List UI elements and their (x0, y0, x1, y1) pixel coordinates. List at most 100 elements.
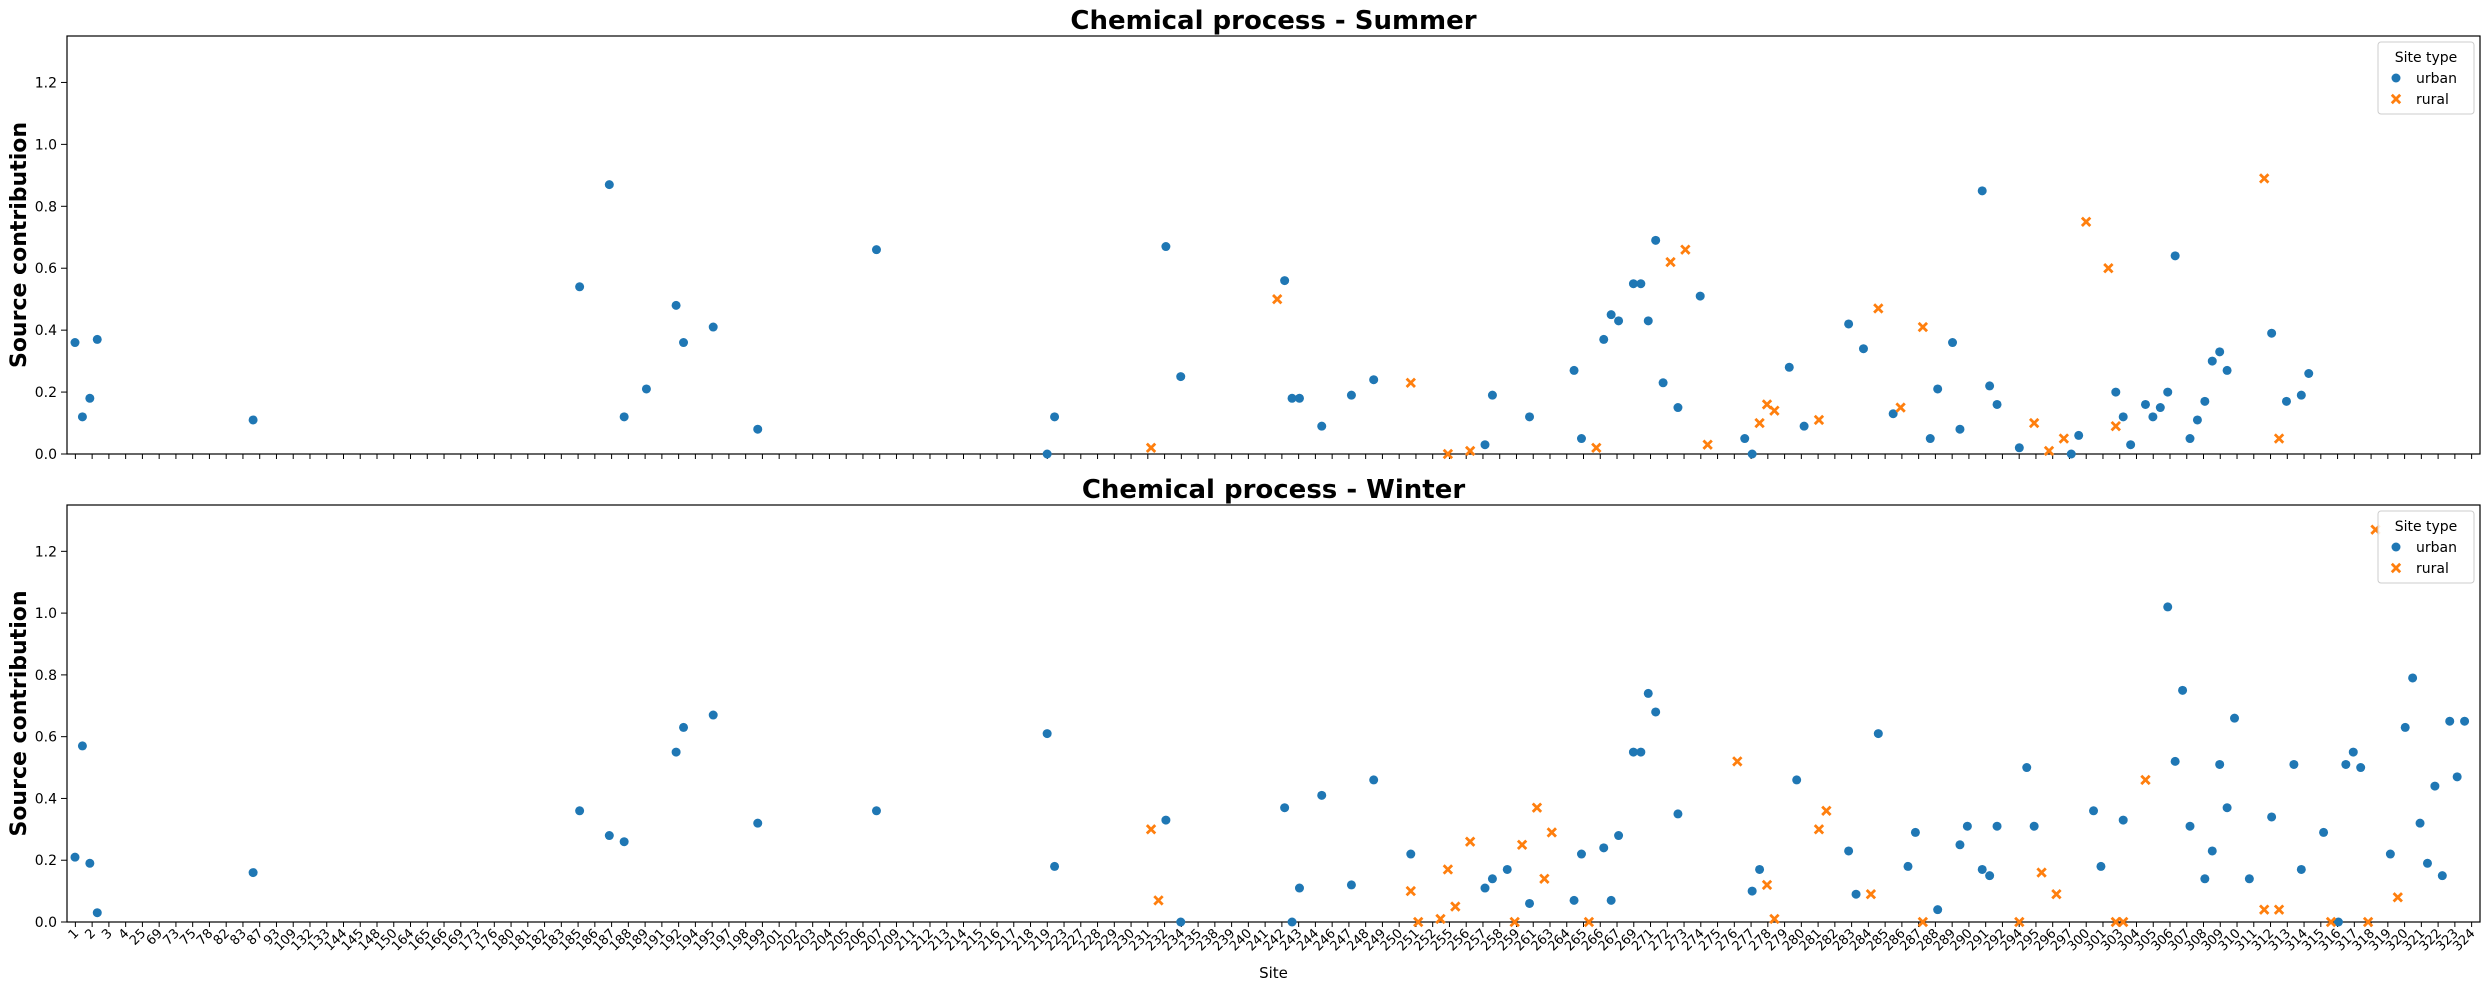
legend-marker-rural (2390, 562, 2402, 574)
rural-point (1873, 303, 1884, 314)
urban-point (1317, 421, 1327, 431)
urban-point (2319, 827, 2329, 837)
y-tick-label: 0.6 (35, 261, 57, 277)
urban-point (619, 837, 629, 847)
urban-point (1525, 412, 1535, 422)
urban-point (2422, 858, 2432, 868)
x-tick-label: 2 (83, 926, 99, 942)
urban-point (1614, 831, 1624, 841)
rural-point (1531, 802, 1543, 813)
urban-point (2296, 390, 2306, 400)
rural-point (2036, 867, 2047, 878)
urban-point (1851, 889, 1861, 899)
urban-point (2029, 821, 2039, 831)
rural-point (1769, 405, 1780, 416)
urban-point (2118, 815, 2128, 825)
rural-point (1813, 824, 1825, 835)
urban-point (77, 412, 87, 422)
urban-point (2230, 713, 2240, 723)
urban-point (708, 322, 718, 332)
urban-point (1176, 917, 1186, 927)
rural-point (1539, 873, 1550, 884)
urban-point (1962, 821, 1972, 831)
urban-point (2200, 396, 2210, 406)
urban-point (1287, 917, 1297, 927)
urban-point (575, 806, 585, 816)
urban-point (1747, 449, 1757, 459)
urban-point (1925, 434, 1935, 444)
y-tick-label: 0.0 (35, 915, 57, 931)
urban-point (2140, 399, 2150, 409)
rural-point (1591, 442, 1602, 453)
rural-point (2259, 904, 2270, 915)
urban-point (1948, 338, 1958, 348)
y-tick-label: 1.0 (35, 606, 57, 622)
urban-point (2215, 759, 2225, 769)
urban-point (1614, 316, 1624, 326)
urban-point (1042, 449, 1052, 459)
urban-point (70, 338, 80, 348)
urban-point (2074, 430, 2084, 440)
y-tick-label: 1.0 (35, 137, 57, 153)
urban-point (1977, 186, 1987, 196)
urban-point (1317, 790, 1327, 800)
urban-point (2304, 368, 2314, 378)
urban-point (1858, 344, 1868, 354)
urban-point (1799, 421, 1809, 431)
urban-point (1673, 403, 1683, 413)
urban-point (2281, 396, 2291, 406)
legend-marker-urban (2391, 542, 2401, 552)
plot-frame (66, 35, 2481, 455)
urban-point (1747, 886, 1757, 896)
urban-point (1643, 688, 1653, 698)
urban-point (1569, 365, 1579, 375)
rural-point (1665, 256, 1676, 268)
rural-point (1145, 442, 1157, 453)
rural-point (1680, 244, 1691, 255)
y-tick-label: 0.0 (35, 447, 57, 463)
rural-point (1435, 913, 1446, 925)
urban-point (248, 415, 258, 425)
urban-point (1844, 319, 1854, 329)
urban-point (1628, 747, 1638, 757)
urban-point (2267, 328, 2277, 338)
urban-point (1933, 905, 1943, 915)
rural-point (1153, 895, 1164, 906)
rural-point (1442, 864, 1454, 875)
urban-point (2289, 759, 2299, 769)
urban-point (753, 424, 763, 434)
urban-point (619, 412, 629, 422)
rural-point (2325, 916, 2337, 928)
rural-point (2043, 445, 2055, 457)
urban-point (2207, 846, 2217, 856)
urban-point (1294, 883, 1304, 893)
urban-point (1502, 864, 1512, 874)
urban-point (2089, 806, 2099, 816)
urban-point (2400, 722, 2410, 732)
urban-point (2118, 412, 2128, 422)
chart-title: Chemical process - Summer (1070, 6, 1476, 36)
urban-point (1636, 747, 1646, 757)
urban-point (1658, 378, 1668, 388)
urban-point (2170, 251, 2180, 261)
urban-point (1480, 883, 1490, 893)
y-tick-label: 1.2 (35, 75, 57, 91)
legend-title: Site type (2395, 50, 2458, 66)
urban-point (1955, 424, 1965, 434)
urban-point (2066, 449, 2076, 459)
rural-point (1509, 916, 1520, 928)
urban-point (753, 818, 763, 828)
urban-point (2215, 347, 2225, 357)
urban-point (604, 831, 614, 841)
urban-point (2222, 365, 2232, 375)
y-axis-label: Source contribution (7, 122, 32, 368)
urban-point (1161, 815, 1171, 825)
rural-point (2273, 433, 2285, 444)
urban-point (2415, 818, 2425, 828)
rural-point (2110, 420, 2121, 432)
rural-point (1761, 879, 1773, 891)
urban-point (1280, 803, 1290, 813)
rural-point (2080, 216, 2092, 227)
urban-point (2267, 812, 2277, 822)
